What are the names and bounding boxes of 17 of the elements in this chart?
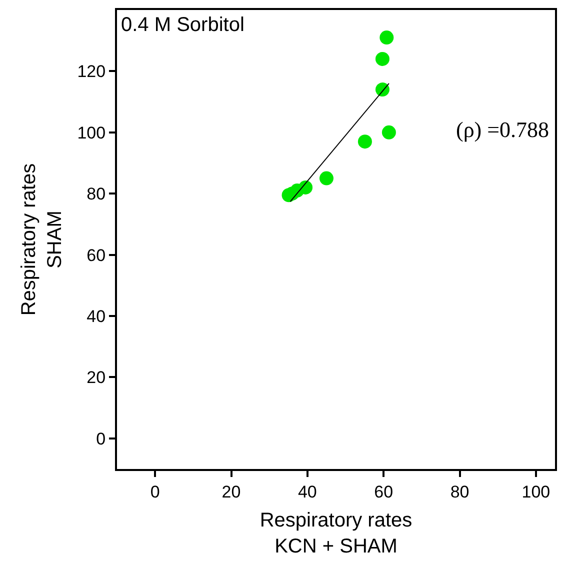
y-tick-label: 20 xyxy=(86,368,106,388)
x-tick-label: 20 xyxy=(222,482,241,502)
x-tick-label: 60 xyxy=(374,482,394,502)
y-tick-label: 80 xyxy=(86,184,106,204)
x-axis-title: Respiratory rates KCN + SHAM xyxy=(260,509,412,558)
x-tick-label: 80 xyxy=(450,482,470,502)
y-tick-label: 120 xyxy=(77,62,106,82)
x-tick-label: 100 xyxy=(522,482,550,502)
y-tick-label: 0 xyxy=(96,429,106,448)
x-tick-label: 40 xyxy=(298,482,317,502)
y-tick-label: 60 xyxy=(86,246,106,265)
annotation: (ρ) =0.788 xyxy=(456,117,550,142)
x-tick-label: 0 xyxy=(150,482,160,502)
y-tick-label: 40 xyxy=(86,306,106,326)
annotation: 0.4 M Sorbitol xyxy=(121,14,244,36)
y-tick-label: 100 xyxy=(77,123,106,142)
y-axis-title: Respiratory rates SHAM xyxy=(18,163,66,316)
